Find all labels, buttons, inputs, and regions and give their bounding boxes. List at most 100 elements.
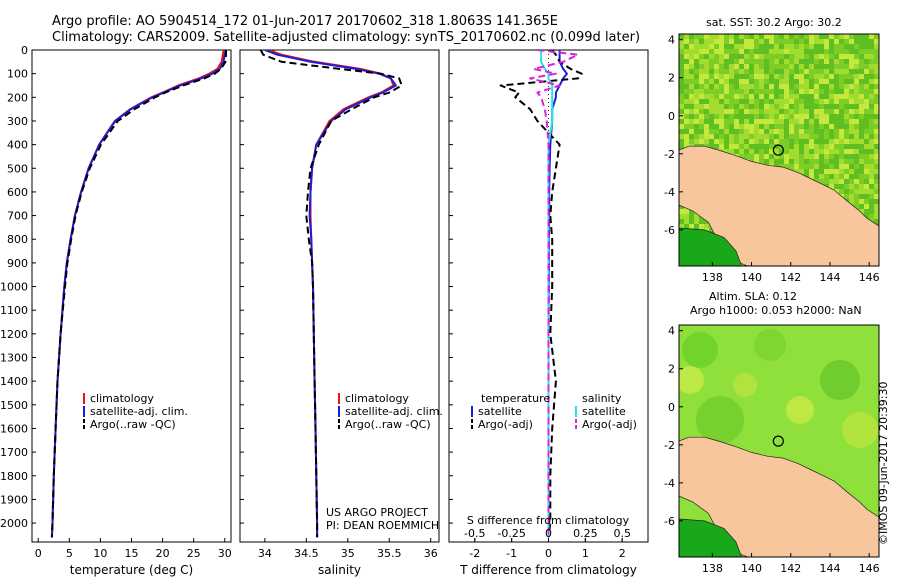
sst-cell — [819, 69, 824, 74]
legend-label: satellite — [478, 405, 522, 418]
sst-cell — [794, 119, 799, 124]
sst-cell — [764, 134, 769, 139]
sst-cell — [724, 94, 729, 99]
sst-cell — [689, 99, 694, 104]
sst-cell — [854, 94, 859, 99]
sst-cell — [679, 59, 684, 64]
sst-cell — [789, 39, 794, 44]
sst-cell — [799, 104, 804, 109]
sst-cell — [709, 54, 714, 59]
sst-cell — [729, 129, 734, 134]
sst-cell — [694, 219, 699, 224]
sst-cell — [704, 54, 709, 59]
sst-cell — [814, 109, 819, 114]
sst-cell — [869, 139, 874, 144]
sst-cell — [874, 209, 879, 214]
sst-cell — [739, 84, 744, 89]
sst-cell — [869, 124, 874, 129]
sst-cell — [809, 59, 814, 64]
y-tick-label: 700 — [7, 210, 28, 223]
y-tick-label: 0 — [668, 110, 675, 123]
sst-cell — [754, 144, 759, 149]
sst-cell — [769, 49, 774, 54]
sst-cell — [814, 69, 819, 74]
sst-cell — [854, 69, 859, 74]
sst-cell — [784, 109, 789, 114]
sst-cell — [684, 119, 689, 124]
sst-cell — [684, 44, 689, 49]
sst-cell — [854, 109, 859, 114]
sst-cell — [769, 114, 774, 119]
sst-cell — [859, 144, 864, 149]
sst-cell — [684, 39, 689, 44]
sst-cell — [864, 139, 869, 144]
sst-cell — [739, 74, 744, 79]
sst-cell — [834, 169, 839, 174]
sst-cell — [779, 54, 784, 59]
sst-cell — [774, 159, 779, 164]
sst-cell — [784, 139, 789, 144]
sst-cell — [794, 134, 799, 139]
sst-cell — [799, 84, 804, 89]
sst-cell — [874, 34, 879, 39]
sst-cell — [689, 114, 694, 119]
sst-cell — [864, 184, 869, 189]
sst-cell — [854, 59, 859, 64]
sst-cell — [794, 109, 799, 114]
sst-cell — [864, 39, 869, 44]
sst-cell — [679, 39, 684, 44]
sst-cell — [774, 54, 779, 59]
sst-cell — [859, 74, 864, 79]
sst-cell — [794, 149, 799, 154]
sst-cell — [694, 94, 699, 99]
sst-cell — [779, 119, 784, 124]
sst-cell — [689, 119, 694, 124]
sst-cell — [794, 49, 799, 54]
sst-cell — [864, 94, 869, 99]
sst-cell — [779, 39, 784, 44]
sst-cell — [734, 34, 739, 39]
sst-cell — [834, 39, 839, 44]
sst-cell — [864, 214, 869, 219]
sst-cell — [829, 104, 834, 109]
sst-cell — [789, 129, 794, 134]
sst-cell — [854, 144, 859, 149]
sst-cell — [844, 84, 849, 89]
sst-cell — [779, 129, 784, 134]
sst-cell — [814, 159, 819, 164]
sst-cell — [714, 144, 719, 149]
sst-cell — [754, 99, 759, 104]
sst-cell — [759, 84, 764, 89]
sst-cell — [714, 139, 719, 144]
sst-cell — [834, 114, 839, 119]
sst-cell — [859, 84, 864, 89]
sst-cell — [774, 59, 779, 64]
sst-cell — [849, 89, 854, 94]
sst-cell — [714, 129, 719, 134]
sst-cell — [694, 44, 699, 49]
sst-cell — [824, 99, 829, 104]
sst-cell — [804, 94, 809, 99]
sst-cell — [719, 109, 724, 114]
sst-cell — [874, 49, 879, 54]
sst-cell — [829, 54, 834, 59]
sst-cell — [689, 54, 694, 59]
sst-cell — [834, 159, 839, 164]
sst-cell — [834, 174, 839, 179]
y-tick-label: 1600 — [0, 422, 28, 435]
sst-cell — [774, 124, 779, 129]
sst-cell — [679, 74, 684, 79]
sst-cell — [689, 69, 694, 74]
sst-cell — [774, 129, 779, 134]
sst-cell — [859, 209, 864, 214]
sst-cell — [869, 119, 874, 124]
sst-cell — [749, 144, 754, 149]
sst-cell — [684, 104, 689, 109]
sst-cell — [694, 224, 699, 229]
sst-cell — [829, 164, 834, 169]
sst-cell — [704, 129, 709, 134]
sst-cell — [829, 169, 834, 174]
sst-cell — [774, 154, 779, 159]
sst-cell — [874, 199, 879, 204]
sst-cell — [799, 154, 804, 159]
